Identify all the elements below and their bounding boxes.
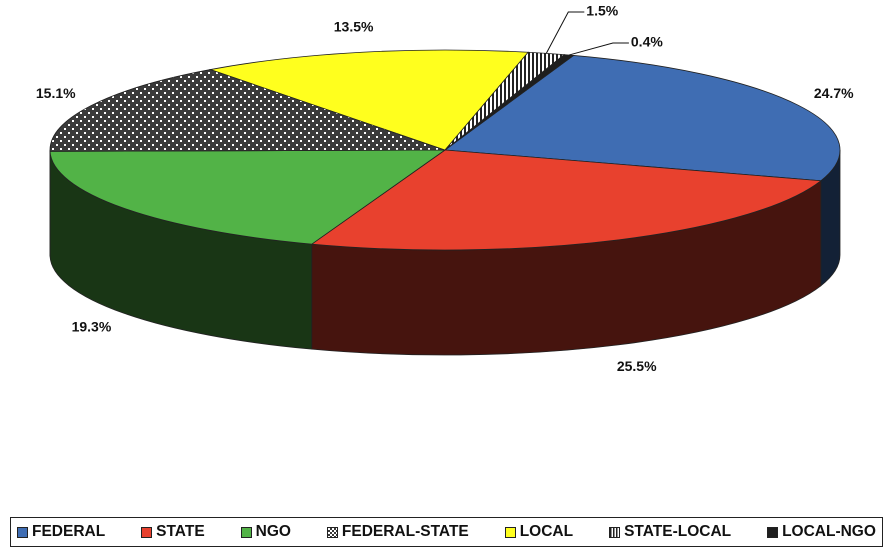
legend-swatch: [141, 526, 153, 538]
data-label: 1.5%: [586, 3, 618, 19]
data-label: 19.3%: [72, 318, 112, 334]
slice: [310, 149, 822, 251]
legend-item: LOCAL-NGO: [767, 523, 876, 541]
leader-line: [545, 11, 585, 54]
slice: [208, 49, 530, 151]
legend-item: NGO: [240, 523, 291, 541]
legend-label: FEDERAL-STATE: [341, 523, 469, 540]
legend-label: LOCAL: [519, 523, 574, 540]
legend: FEDERAL STATE NGO FEDERAL-STATE LOCAL STATE-L…: [10, 517, 883, 547]
slice: [49, 149, 447, 245]
data-label: 13.5%: [334, 18, 374, 34]
legend-item: FEDERAL: [17, 523, 105, 541]
legend-swatch: [609, 526, 621, 538]
legend-swatch: [767, 526, 779, 538]
legend-item: STATE-LOCAL: [609, 523, 731, 541]
legend-label: FEDERAL: [32, 523, 106, 540]
legend-swatch: [326, 526, 338, 538]
legend-swatch: [17, 526, 28, 538]
legend-label: STATE: [156, 523, 205, 540]
data-label: 15.1%: [36, 85, 76, 101]
data-label: 25.5%: [617, 358, 657, 374]
legend-item: LOCAL: [504, 523, 574, 541]
slice: [49, 69, 446, 152]
legend-swatch: [504, 526, 516, 538]
legend-label: NGO: [255, 523, 291, 540]
legend-item: FEDERAL-STATE: [326, 523, 469, 541]
data-label: 0.4%: [631, 34, 663, 50]
data-label: 24.7%: [814, 85, 854, 101]
legend-item: STATE: [141, 523, 205, 541]
legend-label: LOCAL-NGO: [782, 523, 876, 540]
leader-line: [568, 42, 629, 56]
legend-label: STATE-LOCAL: [624, 523, 732, 540]
slice: [443, 55, 841, 182]
chart: 24.7% 25.5% 19.3% 15.1% 13.5% 1.5% 0.4%: [36, 3, 854, 374]
slice: [444, 54, 575, 151]
legend-swatch: [240, 526, 252, 538]
